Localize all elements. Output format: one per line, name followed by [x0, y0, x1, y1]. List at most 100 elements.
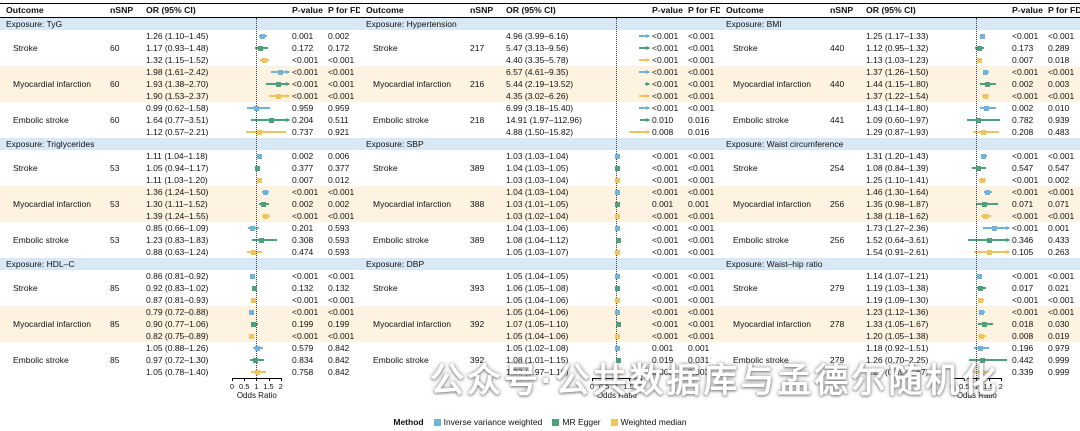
plot-cell	[232, 174, 290, 186]
p-value-cell: <0.001	[652, 295, 679, 305]
or-ci-cell: 1.19 (1.03–1.38)	[866, 283, 929, 293]
forest-row: 1.11 (1.03–1.20) 0.007 0.012	[0, 174, 360, 186]
plot-cell	[592, 222, 650, 234]
fdr-cell: <0.001	[328, 307, 355, 317]
ivw-marker	[253, 105, 259, 111]
forest-row: 1.05 (1.04–1.06) <0.001 <0.001	[360, 306, 720, 318]
p-value-cell: 0.377	[292, 163, 314, 173]
fdr-cell: <0.001	[688, 55, 715, 65]
fdr-cell: 0.019	[1048, 331, 1070, 341]
ci-line	[639, 107, 647, 109]
forest-row: Embolic stroke 60 1.64 (0.77–3.51) 0.204 0.5…	[0, 114, 360, 126]
p-value-cell: <0.001	[652, 247, 679, 257]
or-ci-cell: 1.23 (0.83–1.83)	[146, 235, 209, 245]
plot-cell	[592, 294, 650, 306]
p-value-cell: <0.001	[1012, 307, 1039, 317]
fdr-cell: <0.001	[688, 187, 715, 197]
nsnp-cell: 256	[830, 235, 845, 245]
p-value-cell: <0.001	[652, 103, 679, 113]
plot-cell	[232, 42, 290, 54]
p-value-cell: 0.303	[652, 367, 674, 377]
legend-item-label: Inverse variance weighted	[443, 417, 543, 427]
forest-row: 1.73 (1.27–2.36) <0.001 0.001	[720, 222, 1080, 234]
weighted-median-marker	[614, 213, 620, 219]
p-value-cell: 0.105	[1012, 247, 1034, 257]
col-p-fdr: P for FDR	[1048, 5, 1080, 15]
p-value-cell: 0.001	[652, 343, 674, 353]
p-value-cell: 0.008	[1012, 331, 1034, 341]
or-ci-cell: 4.35 (3.02–6.26)	[506, 91, 569, 101]
x-axis-tick-label: 2	[638, 381, 643, 391]
weighted-median-marker	[977, 57, 982, 63]
p-value-cell: 0.346	[1012, 235, 1034, 245]
exposure-row: Exposure: DBP	[360, 258, 720, 270]
ivw-marker	[256, 153, 262, 159]
outcome-cell: Embolic stroke	[733, 235, 789, 245]
outcome-cell: Embolic stroke	[373, 355, 429, 365]
outcome-cell: Embolic stroke	[373, 115, 429, 125]
mr-egger-marker	[615, 321, 621, 327]
weighted-median-marker	[261, 57, 267, 63]
forest-row: Myocardial infarction 85 0.90 (0.77–1.06) 0…	[0, 318, 360, 330]
ci-arrow-right	[646, 93, 650, 98]
forest-row: 1.12 (0.57–2.21) 0.737 0.921	[0, 126, 360, 138]
fdr-cell: <0.001	[328, 331, 355, 341]
plot-cell	[592, 318, 650, 330]
column-header-row: Outcome nSNP OR (95% CI) P-value P for FDR	[0, 3, 360, 18]
or-ci-cell: 1.38 (1.18–1.62)	[866, 211, 929, 221]
plot-cell	[232, 66, 290, 78]
mr-egger-marker	[984, 81, 990, 87]
fdr-cell: 0.199	[328, 319, 350, 329]
fdr-cell: 0.030	[1048, 319, 1070, 329]
x-axis-tick	[604, 378, 606, 381]
weighted-median-marker	[978, 297, 984, 303]
ivw-marker	[250, 273, 256, 279]
or-ci-cell: 1.08 (1.04–1.12)	[506, 235, 569, 245]
fdr-cell: <0.001	[1048, 187, 1075, 197]
fdr-cell: <0.001	[328, 187, 355, 197]
nsnp-cell: 217	[470, 43, 485, 53]
p-value-cell: <0.001	[652, 187, 679, 197]
plot-cell	[952, 306, 1010, 318]
fdr-cell: <0.001	[688, 283, 715, 293]
plot-cell	[232, 222, 290, 234]
forest-row: Stroke 279 1.19 (1.03–1.38) 0.017 0.021	[720, 282, 1080, 294]
mr-egger-marker	[614, 201, 620, 207]
legend-item: Weighted median	[610, 417, 687, 427]
exposure-label: Exposure: Triglycerides	[6, 139, 95, 149]
or-ci-cell: 6.99 (3.18–15.40)	[506, 103, 574, 113]
exposure-label: Exposure: TyG	[6, 19, 63, 29]
forest-row: 1.04 (1.03–1.06) <0.001 <0.001	[360, 222, 720, 234]
forest-row: 6.57 (4.61–9.35) <0.001 <0.001	[360, 66, 720, 78]
p-value-cell: <0.001	[652, 91, 679, 101]
x-axis-tick	[952, 378, 953, 381]
weighted-median-marker	[615, 297, 621, 303]
fdr-cell: 0.006	[328, 151, 350, 161]
x-axis-tick-label: 1	[614, 381, 619, 391]
x-axis-tick	[1000, 378, 1002, 381]
forest-row: 1.37 (1.22–1.54) <0.001 <0.001	[720, 90, 1080, 102]
plot-cell	[952, 270, 1010, 282]
ci-arrow-right	[646, 105, 650, 110]
or-ci-cell: 4.88 (1.50–15.82)	[506, 127, 574, 137]
fdr-cell: 0.016	[688, 115, 710, 125]
nsnp-cell: 85	[110, 319, 120, 329]
plot-cell	[592, 186, 650, 198]
nsnp-cell: 388	[470, 199, 485, 209]
ci-line	[639, 35, 647, 37]
reference-line	[616, 18, 618, 378]
fdr-cell: 0.593	[328, 247, 350, 257]
forest-row: Stroke 393 1.06 (1.05–1.08) <0.001 <0.001	[360, 282, 720, 294]
outcome-cell: Stroke	[373, 43, 398, 53]
ci-arrow-right	[646, 129, 650, 134]
weighted-median-marker	[250, 297, 256, 303]
plot-cell	[232, 126, 290, 138]
p-value-cell: <0.001	[292, 91, 319, 101]
fdr-cell: 0.959	[328, 103, 350, 113]
or-ci-cell: 1.25 (1.10–1.41)	[866, 175, 929, 185]
x-axis-tick-label: 0	[949, 381, 955, 391]
nsnp-cell: 441	[830, 115, 845, 125]
p-value-cell: <0.001	[652, 67, 679, 77]
p-value-cell: 0.201	[292, 223, 314, 233]
nsnp-cell: 279	[830, 283, 845, 293]
